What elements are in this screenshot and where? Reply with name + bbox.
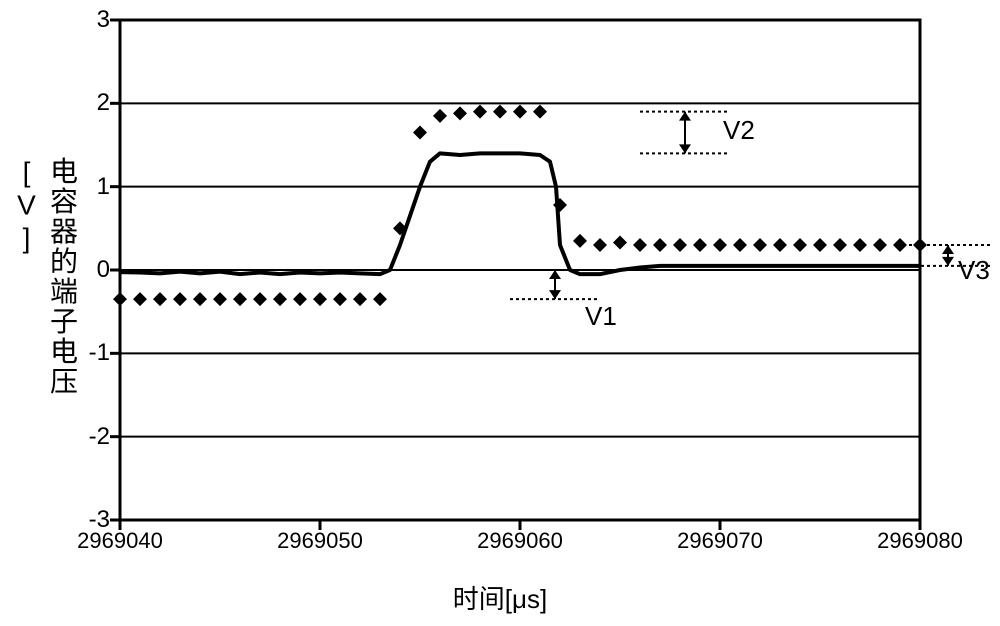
scatter-marker <box>793 238 807 252</box>
scatter-marker <box>293 292 307 306</box>
scatter-marker <box>873 238 887 252</box>
scatter-marker <box>313 292 327 306</box>
scatter-marker <box>473 105 487 119</box>
scatter-marker <box>753 238 767 252</box>
scatter-marker <box>453 106 467 120</box>
scatter-marker <box>653 238 667 252</box>
scatter-marker <box>673 238 687 252</box>
line-series <box>120 153 920 274</box>
scatter-marker <box>333 292 347 306</box>
scatter-marker <box>353 292 367 306</box>
y-tick-label: 2 <box>97 89 110 117</box>
x-axis-label: 时间[μs] <box>453 579 547 616</box>
scatter-marker <box>133 292 147 306</box>
y-tick-label: 0 <box>97 256 110 284</box>
x-tick-label: 2969060 <box>477 528 563 554</box>
scatter-marker <box>233 292 247 306</box>
scatter-marker <box>413 126 427 140</box>
scatter-marker <box>693 238 707 252</box>
scatter-marker <box>813 238 827 252</box>
scatter-marker <box>633 238 647 252</box>
scatter-marker <box>213 292 227 306</box>
x-tick-label: 2969050 <box>277 528 363 554</box>
scatter-marker <box>273 292 287 306</box>
scatter-marker <box>833 238 847 252</box>
scatter-marker <box>733 238 747 252</box>
x-tick-label: 2969080 <box>877 528 963 554</box>
chart-container: 电容器的端子电压[V] 时间[μs] -3-2-1012329690402969… <box>0 0 1000 626</box>
scatter-marker <box>253 292 267 306</box>
x-tick-label: 2969070 <box>677 528 763 554</box>
scatter-marker <box>193 292 207 306</box>
scatter-marker <box>613 236 627 250</box>
x-tick-label: 2969040 <box>77 528 163 554</box>
scatter-marker <box>173 292 187 306</box>
scatter-marker <box>373 292 387 306</box>
scatter-marker <box>593 238 607 252</box>
annotation-V1: V1 <box>585 301 617 332</box>
scatter-marker <box>513 105 527 119</box>
y-axis-label: 电容器的端子电压[V] <box>10 157 82 470</box>
scatter-marker <box>773 238 787 252</box>
annotation-V2: V2 <box>723 115 755 146</box>
scatter-marker <box>853 238 867 252</box>
plot-area: -3-2-10123296904029690502969060296907029… <box>120 20 920 520</box>
y-tick-label: 1 <box>97 173 110 201</box>
scatter-marker <box>113 292 127 306</box>
scatter-marker <box>153 292 167 306</box>
scatter-marker <box>493 105 507 119</box>
annotation-V3: V3 <box>958 255 990 286</box>
scatter-marker <box>533 105 547 119</box>
chart-svg <box>120 20 920 520</box>
scatter-marker <box>713 238 727 252</box>
y-tick-label: -1 <box>89 339 110 367</box>
scatter-marker <box>433 109 447 123</box>
scatter-marker <box>573 234 587 248</box>
y-tick-label: 3 <box>97 6 110 34</box>
y-tick-label: -2 <box>89 423 110 451</box>
